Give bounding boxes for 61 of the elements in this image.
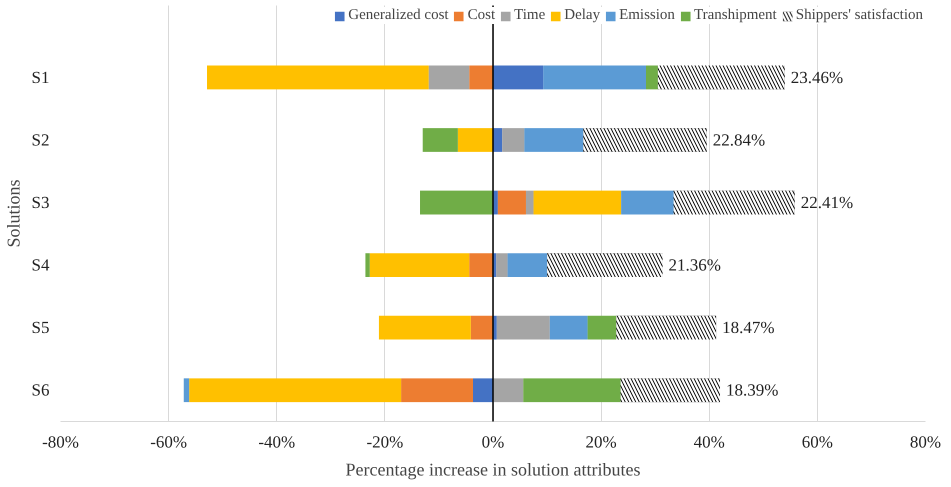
legend-label: Generalized cost xyxy=(348,7,449,24)
x-tick-label: -40% xyxy=(258,432,296,452)
x-axis-title: Percentage increase in solution attributes xyxy=(346,460,640,480)
bar xyxy=(378,316,471,340)
x-tick-label: 20% xyxy=(586,432,617,452)
bar xyxy=(458,128,493,152)
y-tick-label: S3 xyxy=(32,193,50,212)
y-tick-label: S4 xyxy=(32,256,50,275)
data-label: 21.36% xyxy=(668,256,721,275)
x-tick-label: -20% xyxy=(366,432,404,452)
data-label: 22.84% xyxy=(712,130,766,150)
bar xyxy=(543,66,646,90)
x-tick-label: -60% xyxy=(150,432,188,452)
bar xyxy=(508,253,548,277)
data-label: 22.41% xyxy=(800,193,854,212)
bar xyxy=(646,66,658,90)
bar xyxy=(550,316,588,340)
y-axis-title: Solutions xyxy=(4,179,24,248)
bar xyxy=(420,190,493,214)
y-tick-label: S6 xyxy=(32,380,50,400)
x-tick-label: 80% xyxy=(910,432,942,452)
bar xyxy=(469,253,493,277)
bar xyxy=(621,190,674,214)
bar xyxy=(365,253,370,277)
y-tick-label: S2 xyxy=(32,130,50,150)
bar xyxy=(370,253,470,277)
bar xyxy=(534,190,622,214)
bar xyxy=(502,128,524,152)
y-tick-label: S5 xyxy=(32,318,50,338)
bar xyxy=(401,378,473,402)
bar xyxy=(189,378,402,402)
bar xyxy=(493,378,524,402)
bar xyxy=(498,190,526,214)
bar xyxy=(524,128,584,152)
data-label: 23.46% xyxy=(790,68,844,87)
x-tick-label: 40% xyxy=(694,432,725,452)
bar xyxy=(472,378,493,402)
bar xyxy=(493,66,544,90)
bar xyxy=(523,378,621,402)
bar xyxy=(496,316,550,340)
legend-label: Emission xyxy=(619,7,675,24)
bar xyxy=(496,253,508,277)
y-tick-label: S1 xyxy=(32,68,50,87)
bar xyxy=(470,316,493,340)
data-label: 18.47% xyxy=(722,318,775,338)
bar xyxy=(526,190,534,214)
bar xyxy=(469,66,493,90)
legend-label: Transhipment xyxy=(694,7,777,24)
x-tick-label: 0% xyxy=(482,432,504,452)
data-label: 18.39% xyxy=(726,380,778,400)
bar xyxy=(588,316,616,340)
x-tick-label: -80% xyxy=(42,432,79,452)
legend-label: Cost xyxy=(468,7,496,24)
bar xyxy=(428,66,470,90)
legend-label: Time xyxy=(514,7,546,24)
bar xyxy=(422,128,458,152)
legend-label: Shippers' satisfaction xyxy=(796,7,923,24)
bar xyxy=(184,378,190,402)
legend-label: Delay xyxy=(564,7,600,24)
x-tick-label: 60% xyxy=(802,432,833,452)
bar xyxy=(207,66,429,90)
